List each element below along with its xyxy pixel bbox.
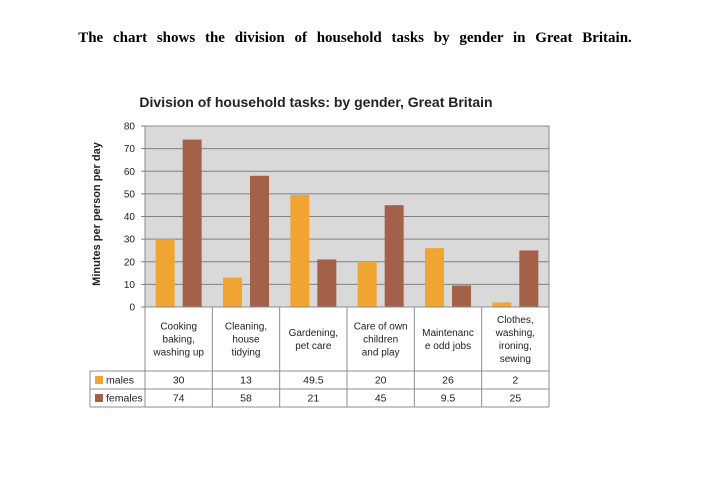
legend-swatch-females — [95, 394, 103, 402]
bar-females — [384, 205, 404, 307]
data-label-females: 58 — [240, 393, 252, 405]
y-tick-label: 80 — [124, 122, 136, 133]
y-tick-label: 40 — [124, 212, 136, 223]
bar-males — [357, 261, 377, 307]
legend-label-females: females — [106, 393, 143, 405]
data-label-females: 9.5 — [441, 393, 456, 405]
data-label-females: 21 — [307, 393, 319, 405]
bar-females — [452, 285, 471, 307]
bar-males — [425, 248, 444, 307]
bar-females — [317, 259, 337, 307]
y-tick-label: 60 — [124, 167, 136, 178]
category-label: Clothes, washing, ironing, sewing — [495, 315, 535, 365]
chart-title: Division of household tasks: by gender, … — [139, 94, 492, 110]
bar-males — [223, 277, 242, 307]
bar-females — [182, 139, 202, 307]
category-label: Cooking baking, washing up — [152, 322, 204, 359]
data-label-males: 26 — [442, 375, 454, 387]
category-label: Cleaning, house tidying — [225, 322, 267, 359]
category-label: Care of own children and play — [354, 322, 408, 359]
y-tick-label: 50 — [124, 189, 136, 200]
data-label-males: 49.5 — [303, 375, 324, 387]
data-label-females: 45 — [375, 393, 387, 405]
y-tick-label: 20 — [124, 257, 136, 268]
y-tick-label: 10 — [124, 280, 136, 291]
y-tick-label: 30 — [124, 235, 136, 246]
legend-label-males: males — [106, 375, 134, 387]
category-label: Maintenanc e odd jobs — [422, 328, 474, 352]
y-axis-label: Minutes per person per day — [91, 141, 103, 286]
bar-males — [492, 302, 512, 307]
bar-males — [155, 239, 175, 307]
data-label-females: 74 — [173, 393, 185, 405]
data-label-females: 25 — [509, 393, 521, 405]
intro-text: The chart shows the division of househol… — [78, 30, 632, 46]
bar-females — [519, 250, 539, 307]
category-label: Gardening, pet care — [289, 328, 338, 352]
y-tick-label: 0 — [129, 303, 135, 314]
bar-females — [250, 175, 269, 307]
plot-area: 0 10 20 30 40 50 60 70 80 — [124, 122, 550, 314]
data-label-males: 13 — [240, 375, 252, 387]
data-label-males: 30 — [173, 375, 185, 387]
data-label-males: 20 — [375, 375, 387, 387]
legend-swatch-males — [95, 376, 103, 384]
data-label-males: 2 — [512, 375, 518, 387]
bar-males — [290, 195, 310, 307]
data-table: Cooking baking, washing up Cleaning, house ti… — [89, 306, 550, 408]
y-tick-label: 70 — [124, 144, 136, 155]
